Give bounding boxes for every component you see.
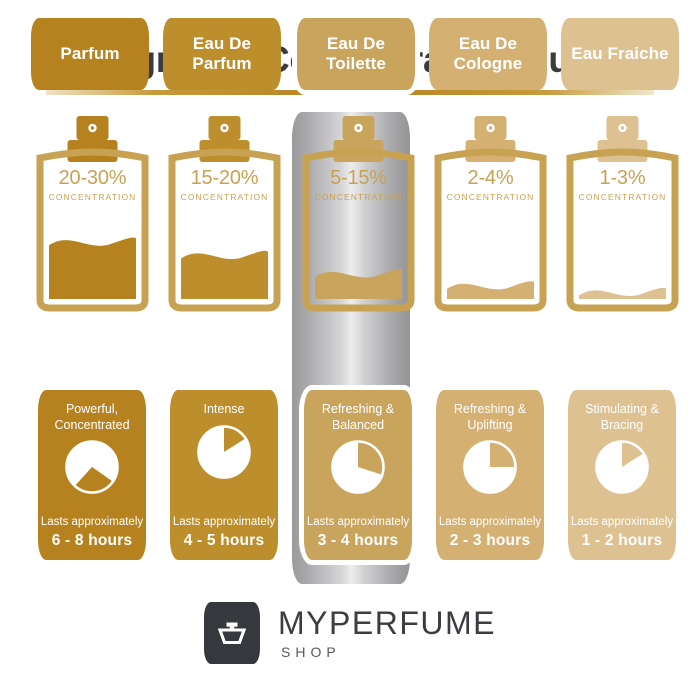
category-badge-label: Eau De Toilette — [326, 34, 386, 73]
card-hours-value: 6 - 8 hours — [51, 532, 133, 549]
card-lasts-label: Lasts approximately — [438, 515, 542, 528]
card-lasts-label: Lasts approximately — [570, 515, 674, 528]
longevity-pie-chart-eau-de-parfum — [196, 424, 252, 480]
card-hours-value: 1 - 2 hours — [581, 532, 663, 549]
card-mood-label: Refreshing & Uplifting — [453, 402, 527, 432]
card-lasts-label: Lasts approximately — [40, 515, 144, 528]
longevity-pie-chart-parfum — [64, 439, 120, 495]
category-badge-parfum[interactable]: Parfum — [31, 18, 149, 90]
category-badge-label: Eau De Cologne — [453, 34, 523, 73]
card-mood-label: Stimulating & Bracing — [585, 402, 659, 432]
longevity-card-eau-de-toilette[interactable]: Refreshing & Balanced Lasts approximatel… — [304, 390, 412, 560]
card-mood-label: Powerful, Concentrated — [54, 402, 130, 432]
card-lasts-label: Lasts approximately — [172, 515, 276, 528]
card-lasts-label: Lasts approximately — [306, 515, 410, 528]
longevity-pie-chart-eau-fraiche — [594, 439, 650, 495]
card-mood-label: Intense — [203, 402, 245, 416]
brand-logo: MYPERFUME SHOP — [0, 598, 700, 668]
bottle-graphic-eau-de-toilette: 5-15% CONCENTRATION — [292, 110, 425, 365]
category-column-parfum: Parfum 20-30% CONCENTRATION Powerful, Co… — [26, 0, 159, 700]
logo-subtitle: SHOP — [281, 644, 341, 660]
category-column-eau-fraiche: Eau Fraiche 1-3% CONCENTRATION Stimulati… — [556, 0, 689, 700]
category-badge-label: Eau De Parfum — [192, 34, 252, 73]
category-badge-label: Parfum — [60, 44, 120, 64]
logo-wordmark: MYPERFUME SHOP — [278, 607, 496, 659]
bottle-graphic-parfum: 20-30% CONCENTRATION — [26, 110, 159, 365]
bottle-graphic-eau-de-cologne: 2-4% CONCENTRATION — [424, 110, 557, 365]
logo-mark-icon — [204, 602, 261, 664]
card-hours-value: 2 - 3 hours — [449, 532, 531, 549]
category-column-eau-de-cologne: Eau De Cologne 2-4% CONCENTRATION Refres… — [424, 0, 557, 700]
category-column-eau-de-toilette: Eau De Toilette 5-15% CONCENTRATION Refr… — [292, 0, 425, 700]
category-badge-label: Eau Fraiche — [571, 44, 669, 64]
logo-name: MYPERFUME — [278, 605, 496, 641]
category-badge-eau-de-parfum[interactable]: Eau De Parfum — [163, 18, 281, 90]
longevity-card-parfum[interactable]: Powerful, Concentrated Lasts approximate… — [38, 390, 146, 560]
category-badge-eau-de-cologne[interactable]: Eau De Cologne — [429, 18, 547, 90]
card-hours-value: 4 - 5 hours — [183, 532, 265, 549]
longevity-pie-chart-eau-de-toilette — [330, 439, 386, 495]
card-hours-value: 3 - 4 hours — [317, 532, 399, 549]
longevity-card-eau-fraiche[interactable]: Stimulating & Bracing Lasts approximatel… — [568, 390, 676, 560]
title-divider — [46, 90, 654, 95]
bottle-graphic-eau-fraiche: 1-3% CONCENTRATION — [556, 110, 689, 365]
longevity-card-eau-de-cologne[interactable]: Refreshing & Uplifting Lasts approximate… — [436, 390, 544, 560]
longevity-card-eau-de-parfum[interactable]: Intense Lasts approximately 4 - 5 hours — [170, 390, 278, 560]
longevity-pie-chart-eau-de-cologne — [462, 439, 518, 495]
category-column-eau-de-parfum: Eau De Parfum 15-20% CONCENTRATION Inten… — [158, 0, 291, 700]
bottle-graphic-eau-de-parfum: 15-20% CONCENTRATION — [158, 110, 291, 365]
category-badge-eau-fraiche[interactable]: Eau Fraiche — [561, 18, 679, 90]
card-mood-label: Refreshing & Balanced — [321, 402, 395, 432]
category-badge-eau-de-toilette[interactable]: Eau De Toilette — [297, 18, 415, 90]
